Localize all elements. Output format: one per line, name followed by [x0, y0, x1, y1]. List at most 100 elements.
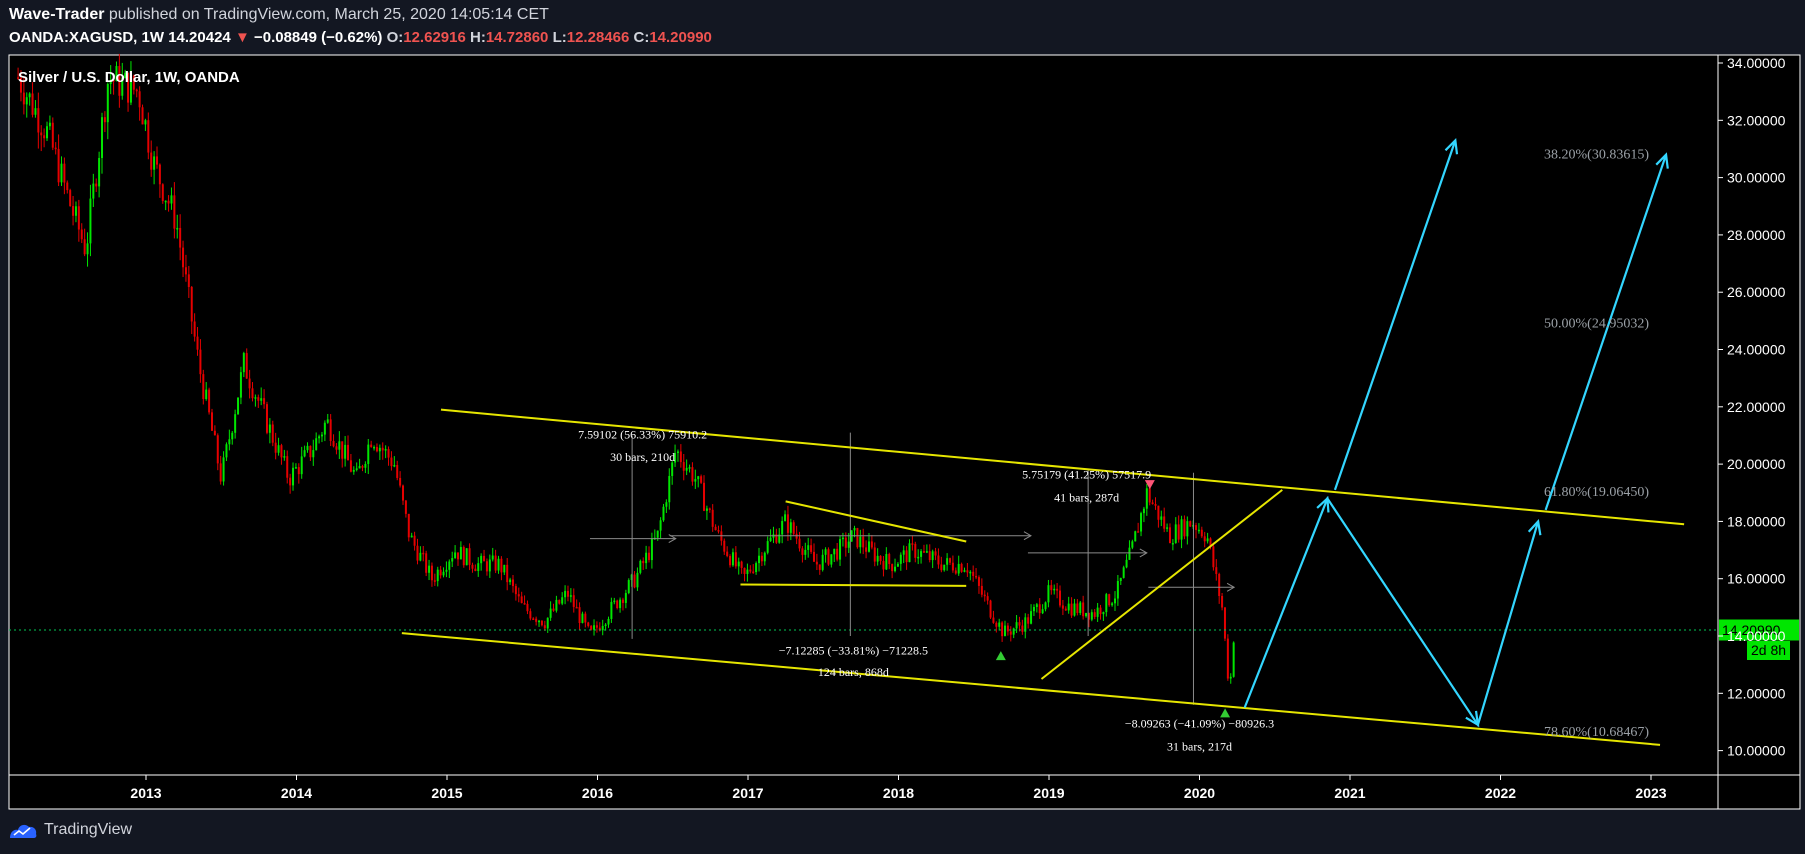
candle-down — [422, 552, 425, 555]
candle-up — [1102, 612, 1105, 615]
candle-down — [514, 586, 517, 595]
candle-up — [1111, 603, 1114, 606]
projection-path[interactable] — [1243, 496, 1540, 728]
candle-down — [529, 611, 532, 619]
candle-down — [590, 625, 593, 630]
candle-down — [416, 545, 419, 561]
candle-up — [1105, 594, 1108, 613]
candle-up — [1047, 585, 1050, 603]
candle-up — [410, 535, 413, 538]
tradingview-logo-icon[interactable] — [8, 820, 38, 840]
chart-plot-area[interactable] — [9, 55, 1718, 775]
candle-up — [1053, 588, 1056, 591]
candle-up — [619, 599, 622, 609]
candle-down — [700, 476, 703, 483]
chart-title: Silver / U.S. Dollar, 1W, OANDA — [18, 69, 240, 86]
candle-up — [1128, 547, 1131, 560]
candle-up — [998, 622, 1001, 627]
open-label: O: — [386, 29, 404, 46]
publish-text: published on TradingView.com, March 25, … — [108, 6, 549, 23]
time-tick-label: 2021 — [1334, 785, 1365, 801]
projection-target-arrow[interactable] — [1333, 140, 1457, 491]
candle-up — [593, 625, 596, 630]
candle-down — [616, 600, 619, 609]
candle-down — [740, 561, 743, 568]
candle-up — [859, 536, 862, 548]
price-axis[interactable] — [1718, 55, 1800, 775]
candle-down — [1021, 625, 1024, 632]
candle-down — [1070, 603, 1073, 616]
candle-up — [769, 537, 772, 542]
candle-down — [543, 625, 546, 629]
candle-down — [812, 551, 815, 562]
trendline[interactable] — [440, 408, 1685, 526]
candle-down — [532, 618, 535, 620]
candle-up — [925, 551, 928, 553]
candle-down — [708, 508, 711, 510]
candle-down — [691, 467, 694, 482]
labels-layer: 7.59102 (56.33%) 75910.2 30 bars, 210d 5.7… — [578, 148, 1649, 754]
candle-down — [928, 551, 931, 561]
candle-down — [914, 543, 917, 558]
candle-down — [1027, 617, 1030, 624]
candle-down — [245, 353, 248, 379]
candle-down — [184, 267, 187, 275]
candle-up — [323, 422, 326, 435]
candle-down — [51, 122, 54, 148]
candle-up — [697, 476, 700, 480]
candle-down — [257, 397, 260, 401]
candle-down — [836, 548, 839, 560]
time-tick-label: 2023 — [1635, 785, 1666, 801]
candle-up — [352, 469, 355, 472]
candle-down — [511, 579, 514, 587]
candle-up — [1206, 538, 1209, 542]
candle-up — [946, 558, 949, 565]
candle-down — [43, 135, 46, 139]
candle-up — [549, 608, 552, 618]
candle-up — [943, 564, 946, 571]
candle-up — [688, 467, 691, 469]
tradingview-brand[interactable]: TradingView — [44, 821, 133, 838]
candle-up — [318, 436, 321, 439]
measure-annotation: 124 bars, 868d — [818, 665, 889, 679]
candle-down — [485, 561, 488, 572]
candle-down — [572, 595, 575, 607]
projection-target-arrow[interactable] — [1544, 154, 1668, 511]
candle-down — [69, 190, 72, 207]
trendline[interactable] — [740, 583, 967, 587]
author-name[interactable]: Wave-Trader — [9, 6, 105, 23]
candle-down — [251, 388, 254, 399]
current-price-tag: 14.20990 2d 8h — [1719, 619, 1799, 660]
candle-down — [711, 509, 714, 527]
candle-up — [1166, 527, 1169, 529]
price-tick-label: 30.00000 — [1727, 170, 1786, 186]
time-axis[interactable] — [9, 775, 1800, 809]
candle-down — [1006, 625, 1009, 632]
candle-up — [205, 389, 208, 399]
trendline[interactable] — [401, 632, 1661, 746]
candle-up — [98, 157, 101, 187]
candle-up — [1134, 531, 1137, 542]
candle-down — [870, 541, 873, 548]
candle-up — [320, 434, 323, 437]
candle-up — [645, 552, 648, 564]
candle-down — [219, 463, 222, 482]
measure-annotation: −8.09263 (−41.09%) −80926.3 — [1125, 717, 1274, 731]
candle-down — [1221, 595, 1224, 608]
measure-annotation: 7.59102 (56.33%) 75910.2 — [578, 427, 707, 441]
candle-up — [784, 514, 787, 521]
candle-up — [804, 549, 807, 555]
candle-down — [882, 561, 885, 570]
candle-up — [1232, 642, 1235, 677]
time-tick-label: 2013 — [130, 785, 161, 801]
time-tick-label: 2018 — [883, 785, 914, 801]
candle-down — [523, 603, 526, 605]
trendline[interactable] — [1040, 489, 1283, 680]
fib-level-label: 50.00%(24.95032) — [1544, 316, 1649, 331]
projection-arrow-icon — [1316, 496, 1330, 513]
candle-down — [801, 548, 804, 555]
candle-down — [598, 627, 601, 631]
trendline[interactable] — [785, 500, 967, 543]
candle-up — [1044, 602, 1047, 610]
